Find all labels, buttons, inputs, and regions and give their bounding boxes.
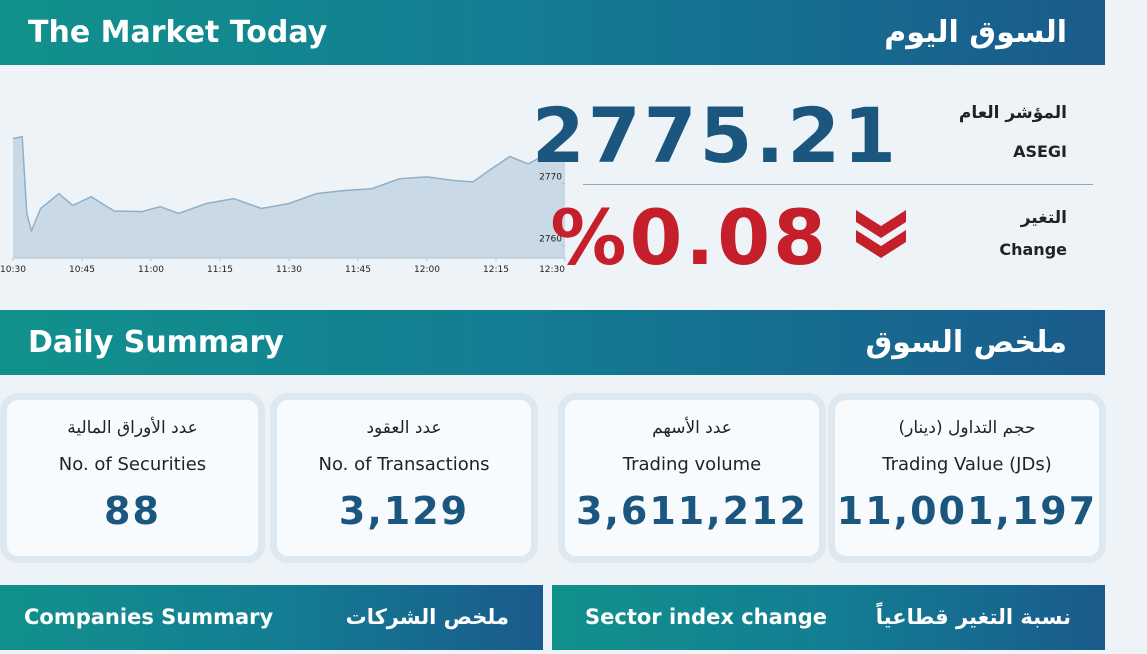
card-value: 3,129 (338, 489, 470, 533)
x-tick-label: 12:00 (414, 265, 440, 275)
x-tick-label: 10:30 (0, 265, 26, 275)
card-label-ar: حجم التداول (دينار) (898, 418, 1036, 438)
summary-card: حجم التداول (دينار) Trading Value (JDs) 11… (828, 393, 1106, 563)
card-label-en: Trading Value (JDs) (882, 454, 1052, 475)
change-value: %0.08 (550, 193, 829, 282)
down-arrow (856, 210, 906, 258)
header-bar: The Market Today السوق اليوم (0, 0, 1105, 65)
x-tick-label: 11:45 (345, 265, 371, 275)
summary-title-ar: ملخص السوق (865, 325, 1067, 360)
card-label-ar: عدد العقود (366, 418, 442, 438)
line (12, 135, 566, 234)
x-tick-label: 10:45 (69, 265, 95, 275)
divider (583, 184, 1093, 185)
header-title-en: The Market Today (28, 15, 328, 50)
card-label-ar: عدد الأوراق المالية (67, 418, 198, 438)
card-value: 88 (104, 489, 161, 533)
header-title-ar: السوق اليوم (884, 15, 1067, 50)
index-label-ar: المؤشر العام (958, 103, 1067, 123)
card-label-en: Trading volume (622, 454, 762, 475)
card-value: 11,001,197 (836, 489, 1098, 533)
x-tick-label: 12:15 (483, 265, 509, 275)
card-value: 3,611,212 (576, 489, 808, 533)
y-tick-label: 2770 (539, 173, 562, 183)
summary-title-en: Daily Summary (28, 325, 284, 360)
summary-bar: Daily Summary ملخص السوق (0, 310, 1105, 375)
card-label-en: No. of Securities (58, 454, 207, 475)
sectors-title-en: Sector index change (585, 605, 828, 629)
x-tick-label: 11:30 (276, 265, 302, 275)
sectors-title-ar: نسبة التغير قطاعياً (875, 605, 1071, 629)
summary-card: عدد العقود No. of Transactions 3,129 (270, 393, 538, 563)
x-tick-label: 11:15 (207, 265, 233, 275)
summary-card: عدد الأسهم Trading volume 3,611,212 (558, 393, 826, 563)
chart: 2760 2770 10:30 10:45 11:00 11:15 11:30 11:45 12… (0, 135, 566, 275)
companies-bar[interactable]: Companies Summary ملخص الشركات (0, 585, 543, 650)
index-value: 2775.21 (531, 91, 899, 180)
summary-card: عدد الأوراق المالية No. of Securities 88 (0, 393, 265, 563)
index-label-en: ASEGI (1013, 142, 1067, 161)
y-tick-label: 2760 (539, 235, 562, 245)
sectors-bar[interactable]: Sector index change نسبة التغير قطاعياً (552, 585, 1105, 650)
x-tick-label: 12:30 (539, 265, 565, 275)
card-label-en: No. of Transactions (318, 454, 490, 475)
card-label-ar: عدد الأسهم (652, 418, 732, 438)
companies-title-ar: ملخص الشركات (345, 605, 509, 629)
change-label-ar: التغير (1020, 208, 1067, 228)
area (13, 136, 565, 258)
change-label-en: Change (999, 240, 1067, 259)
x-tick-label: 11:00 (138, 265, 164, 275)
companies-title-en: Companies Summary (24, 605, 274, 629)
